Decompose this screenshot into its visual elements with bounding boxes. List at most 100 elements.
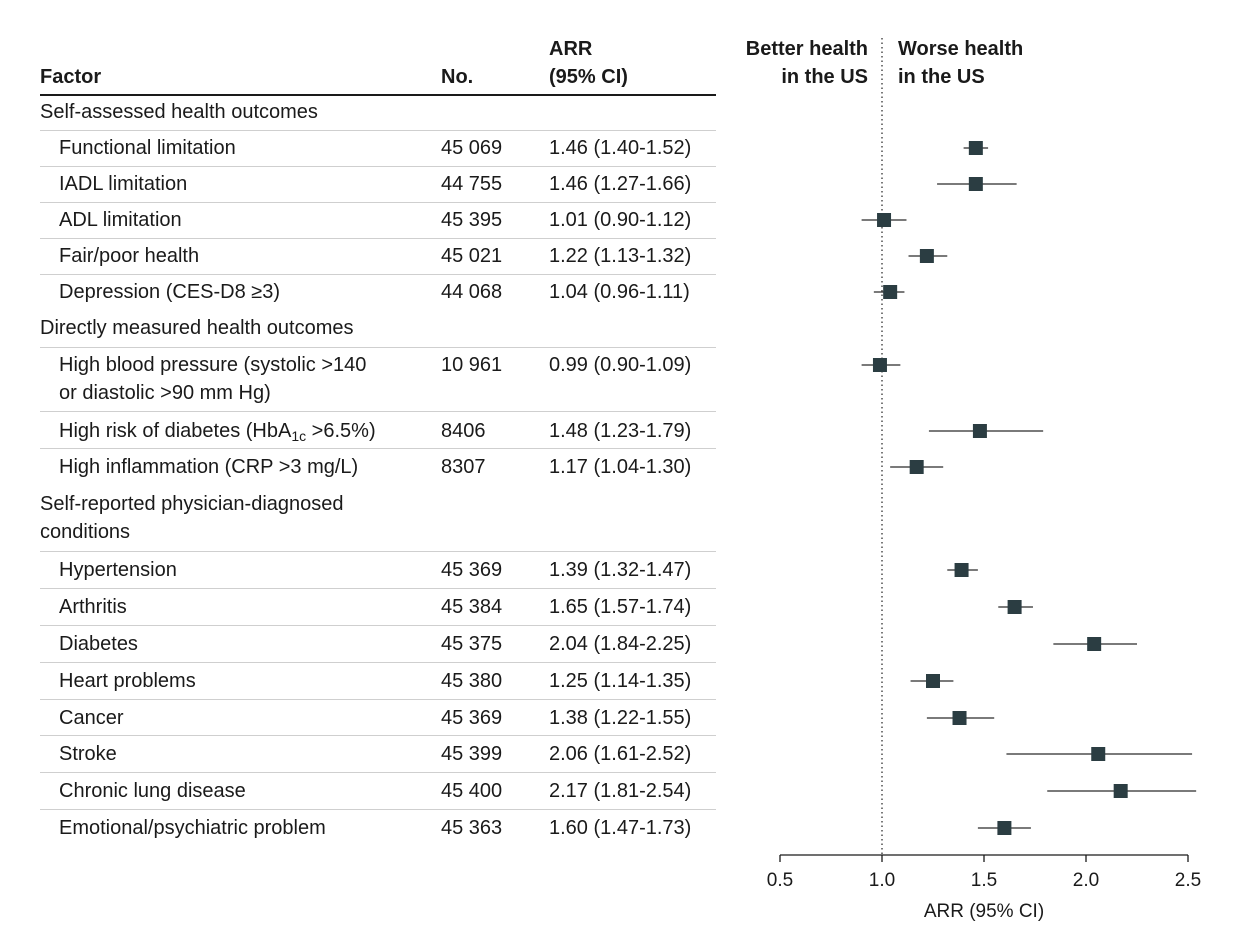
row-separator <box>40 411 716 412</box>
row-arr: 1.60 (1.47-1.73) <box>549 817 692 839</box>
row-factor: IADL limitation <box>59 173 188 195</box>
row-arr: 2.04 (1.84-2.25) <box>549 633 692 655</box>
row-factor: Fair/poor health <box>59 245 200 267</box>
estimate-marker <box>1007 600 1022 614</box>
row-factor-suffix: >6.5%) <box>306 420 376 442</box>
header-arr-ci: (95% CI) <box>549 66 628 88</box>
row-arr: 1.39 (1.32-1.47) <box>549 559 692 581</box>
row-no: 45 369 <box>441 559 503 581</box>
header-arr: ARR <box>549 38 593 60</box>
better-health-label: Better health <box>746 38 868 60</box>
row-factor: High risk of diabetes (HbA1c >6.5%) <box>59 418 376 444</box>
row-no: 44 068 <box>441 281 503 303</box>
x-tick-label: 0.5 <box>767 870 793 891</box>
row-arr: 1.46 (1.40-1.52) <box>549 137 692 159</box>
estimate-marker <box>883 285 898 299</box>
row-factor: Diabetes <box>59 633 138 655</box>
x-tick-label: 1.5 <box>971 870 997 891</box>
row-separator <box>40 735 716 736</box>
estimate-marker <box>872 358 887 372</box>
row-separator <box>40 809 716 810</box>
row-factor: High blood pressure (systolic >140 <box>59 354 367 376</box>
estimate-marker <box>1087 637 1102 651</box>
x-axis-title: ARR (95% CI) <box>924 901 1044 922</box>
row-separator <box>40 347 716 348</box>
x-tick-label: 1.0 <box>869 870 895 891</box>
row-separator <box>40 448 716 449</box>
estimate-marker <box>968 177 983 191</box>
row-separator <box>40 551 716 552</box>
row-arr: 1.17 (1.04-1.30) <box>549 456 692 478</box>
row-arr: 1.46 (1.27-1.66) <box>549 173 692 195</box>
row-no: 44 755 <box>441 173 503 195</box>
row-factor: High inflammation (CRP >3 mg/L) <box>59 456 359 478</box>
row-no: 45 380 <box>441 670 503 692</box>
section-title: Directly measured health outcomes <box>40 317 354 339</box>
row-arr: 1.22 (1.13-1.32) <box>549 245 692 267</box>
section-title: Self-assessed health outcomes <box>40 101 318 123</box>
row-factor-text: High risk of diabetes (HbA <box>59 420 292 442</box>
estimate-marker <box>997 821 1012 835</box>
estimate-marker <box>1113 784 1128 798</box>
better-health-label: in the US <box>781 66 868 88</box>
row-factor: or diastolic >90 mm Hg) <box>59 382 271 404</box>
row-no: 45 399 <box>441 743 503 765</box>
row-no: 45 369 <box>441 707 503 729</box>
row-separator <box>40 625 716 626</box>
estimate-marker <box>968 141 983 155</box>
row-separator <box>40 588 716 589</box>
estimate-marker <box>909 460 924 474</box>
row-factor: Chronic lung disease <box>59 780 246 802</box>
row-no: 45 069 <box>441 137 503 159</box>
row-arr: 2.17 (1.81-2.54) <box>549 780 692 802</box>
worse-health-label: Worse health <box>898 38 1023 60</box>
row-arr: 1.01 (0.90-1.12) <box>549 209 692 231</box>
row-separator <box>40 238 716 239</box>
header-factor: Factor <box>40 66 102 88</box>
row-factor: ADL limitation <box>59 209 182 231</box>
estimate-marker <box>877 213 892 227</box>
header-no: No. <box>441 66 474 88</box>
estimate-marker <box>952 711 967 725</box>
row-no: 45 384 <box>441 596 503 618</box>
estimate-marker <box>972 424 987 438</box>
row-arr: 0.99 (0.90-1.09) <box>549 354 692 376</box>
row-separator <box>40 166 716 167</box>
x-tick-label: 2.5 <box>1175 870 1201 891</box>
row-factor: Heart problems <box>59 670 196 692</box>
row-arr: 1.04 (0.96-1.11) <box>549 281 690 303</box>
row-no: 45 375 <box>441 633 503 655</box>
row-no: 45 395 <box>441 209 503 231</box>
header-rule <box>40 94 716 96</box>
row-arr: 1.38 (1.22-1.55) <box>549 707 692 729</box>
row-no: 45 021 <box>441 245 503 267</box>
section-title: Self-reported physician-diagnosed <box>40 493 344 515</box>
section-title: conditions <box>40 521 131 543</box>
row-factor: Cancer <box>59 707 124 729</box>
row-factor: Hypertension <box>59 559 177 581</box>
row-arr: 2.06 (1.61-2.52) <box>549 743 692 765</box>
row-factor: Functional limitation <box>59 137 236 159</box>
row-factor-subscript: 1c <box>291 428 307 444</box>
row-separator <box>40 274 716 275</box>
estimate-marker <box>926 674 940 688</box>
row-factor: Arthritis <box>59 596 127 618</box>
row-separator <box>40 772 716 773</box>
row-arr: 1.48 (1.23-1.79) <box>549 420 692 442</box>
row-no: 10 961 <box>441 354 503 376</box>
row-separator <box>40 662 716 663</box>
row-separator <box>40 699 716 700</box>
estimate-marker <box>954 563 969 577</box>
row-no: 8307 <box>441 456 486 478</box>
row-factor: Depression (CES-D8 ≥3) <box>59 281 281 303</box>
estimate-marker <box>1091 747 1106 761</box>
row-separator <box>40 202 716 203</box>
estimate-marker <box>919 249 934 263</box>
row-arr: 1.25 (1.14-1.35) <box>549 670 692 692</box>
row-factor: Stroke <box>59 743 117 765</box>
row-no: 8406 <box>441 420 486 442</box>
row-no: 45 400 <box>441 780 503 802</box>
row-separator <box>40 130 716 131</box>
worse-health-label: in the US <box>898 66 985 88</box>
